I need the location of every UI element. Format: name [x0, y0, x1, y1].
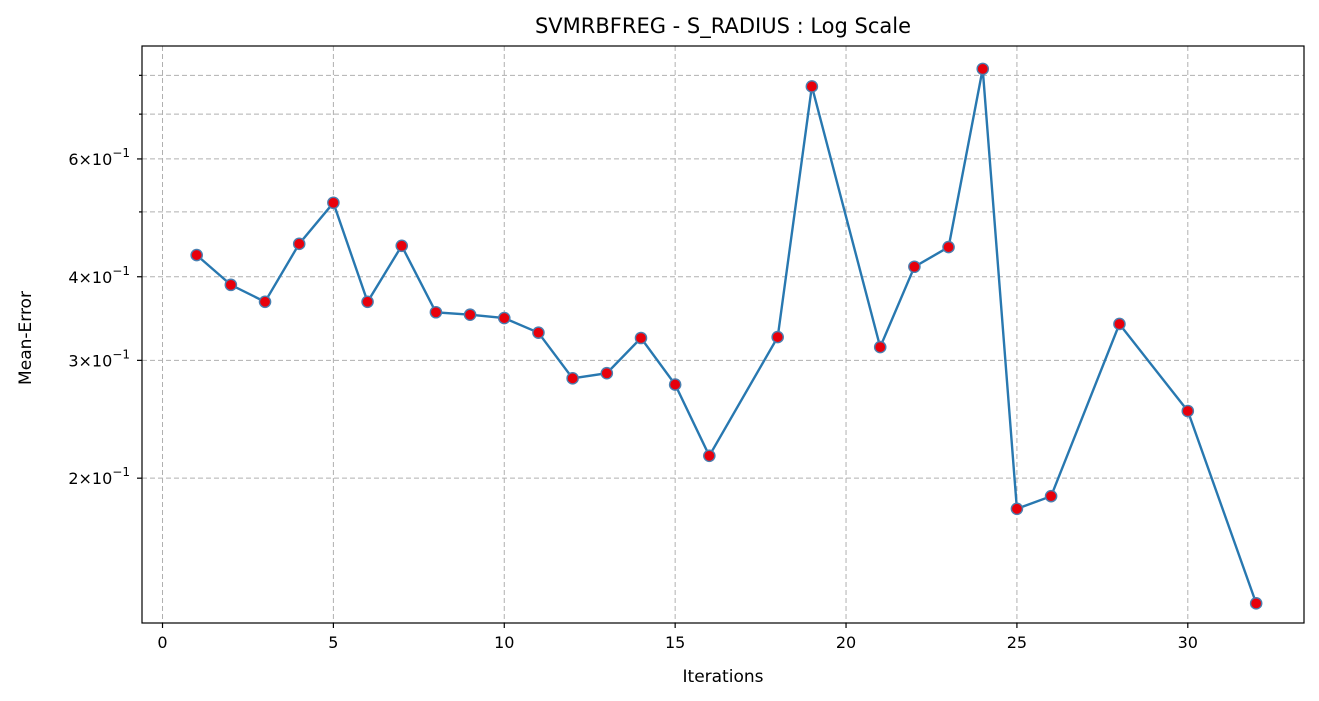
y-tick-label: 3×10−1: [68, 347, 130, 370]
data-point: [463, 308, 477, 322]
x-tick-label: 15: [665, 633, 685, 652]
x-axis-label: Iterations: [683, 667, 764, 687]
data-point: [361, 295, 374, 309]
y-tick-label: 6×10−1: [68, 146, 130, 169]
data-point: [805, 80, 819, 93]
x-tick-label: 20: [836, 633, 856, 652]
data-point: [292, 237, 306, 251]
data-point: [566, 372, 579, 385]
data-point: [1010, 502, 1024, 516]
x-tick-label: 0: [157, 633, 167, 652]
data-point: [327, 196, 340, 210]
data-point: [1044, 489, 1058, 503]
x-tick-label: 30: [1178, 633, 1198, 652]
data-points: [190, 62, 1263, 610]
chart-title: SVMRBFREG - S_RADIUS : Log Scale: [535, 14, 911, 39]
data-point: [873, 340, 887, 354]
data-point: [600, 366, 614, 380]
data-point: [976, 62, 990, 76]
data-point: [1113, 317, 1126, 331]
y-tick-label: 4×10−1: [68, 264, 130, 287]
y-tick-label: 2×10−1: [68, 465, 130, 488]
data-point: [429, 305, 443, 319]
data-point: [771, 330, 784, 344]
series-line-layer: [195, 68, 1258, 604]
data-point: [703, 449, 716, 463]
data-point: [190, 248, 203, 262]
data-point: [668, 378, 682, 391]
data-point: [258, 295, 272, 309]
data-point: [908, 260, 921, 274]
data-point: [497, 311, 511, 325]
x-axis-ticks: 0 5 10 15 20 25 30: [157, 623, 1198, 652]
data-point: [1181, 404, 1195, 418]
x-tick-label: 5: [328, 633, 338, 652]
data-point: [1249, 597, 1263, 610]
x-tick-label: 10: [494, 633, 514, 652]
y-axis-label: Mean-Error: [16, 291, 36, 385]
data-point: [942, 240, 955, 254]
grid: [142, 46, 1304, 623]
data-point: [395, 239, 409, 253]
x-tick-label: 25: [1007, 633, 1027, 652]
y-axis-ticks: 2×10−1 3×10−1 4×10−1 6×10−1: [68, 74, 142, 488]
data-point: [634, 331, 648, 345]
series-line: [195, 68, 1258, 604]
data-point: [532, 326, 545, 339]
plot-frame: [141, 45, 1305, 624]
data-point: [224, 278, 238, 292]
